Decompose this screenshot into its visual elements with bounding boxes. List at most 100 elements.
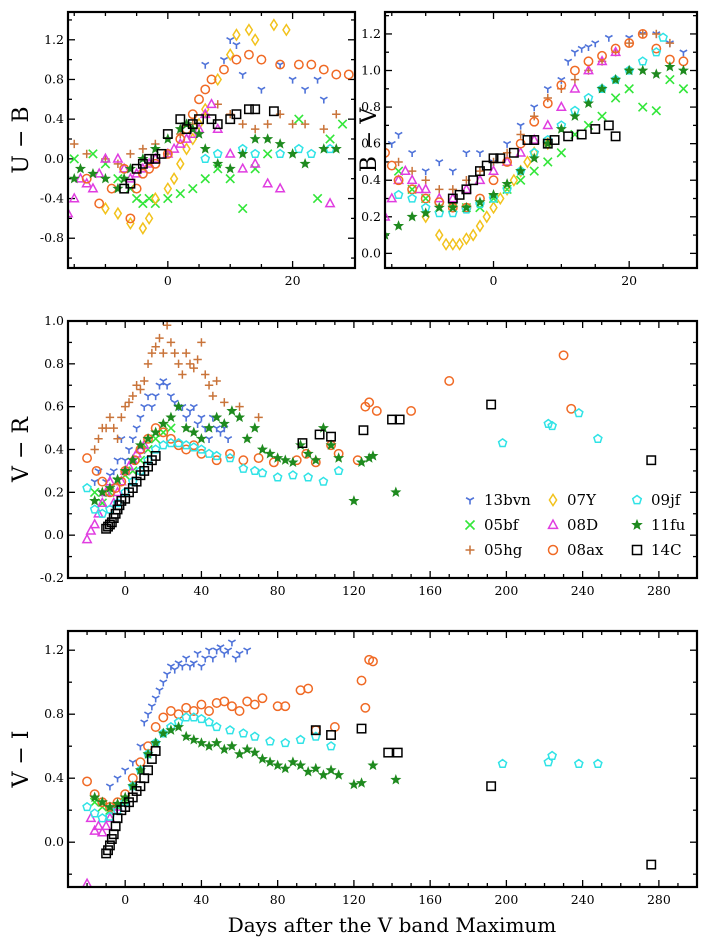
x-tick-label: 240 [571, 892, 595, 907]
point-14C [486, 399, 497, 410]
point-08ax [196, 699, 207, 710]
point-08D [460, 183, 472, 194]
point-08ax [238, 455, 249, 466]
point-05hg [113, 434, 122, 443]
point-08ax [188, 706, 199, 716]
point-11fu [623, 64, 635, 76]
point-13bvn [226, 36, 235, 44]
point-05hg [197, 338, 206, 347]
point-08ax [364, 397, 375, 408]
point-05hg [213, 100, 222, 109]
point-08ax [158, 427, 169, 438]
point-09jf [434, 208, 445, 218]
ub-y-axis-label: U − B [9, 106, 34, 173]
point-13bvn [570, 49, 579, 57]
point-08D [569, 82, 581, 93]
point-11fu [256, 443, 268, 455]
legend-label-05bf: 05bf [484, 516, 520, 534]
point-13bvn [189, 403, 198, 411]
point-13bvn [90, 478, 99, 486]
y-tick-label: 1.2 [44, 32, 64, 47]
point-05bf [131, 193, 142, 204]
point-09jf [502, 184, 512, 194]
point-05hg [250, 124, 260, 134]
point-08ax [200, 84, 211, 95]
point-08ax [272, 701, 283, 712]
point-14C [150, 450, 161, 461]
point-07Y [126, 216, 135, 230]
point-05bf [138, 198, 148, 209]
point-08ax [94, 198, 105, 209]
point-08ax [306, 59, 317, 70]
point-11fu [528, 152, 540, 163]
ub-panel: 0 20 -0.8 -0.4 0.0 0.4 0.8 1.2 U − B [9, 10, 357, 288]
point-11fu [157, 727, 169, 739]
point-14C [137, 158, 148, 169]
point-11fu [325, 764, 337, 775]
point-05bf [294, 114, 304, 124]
point-08ax [150, 158, 161, 169]
point-13bvn [124, 446, 134, 454]
point-08D [596, 55, 608, 66]
point-11fu [287, 456, 299, 468]
x-tick-label: 40 [193, 583, 209, 598]
point-09jf [272, 472, 283, 482]
point-05hg [226, 110, 235, 119]
point-05hg [113, 159, 123, 169]
y-tick-label: 0.4 [44, 442, 64, 457]
point-13bvn [193, 650, 202, 658]
point-09jf [204, 448, 214, 458]
point-09jf [295, 734, 306, 744]
point-05bf [225, 173, 235, 184]
vr-plot-frame [66, 319, 699, 580]
point-11fu [447, 201, 459, 213]
point-09jf [97, 508, 108, 518]
point-14C [522, 135, 533, 145]
point-13bvn [189, 660, 198, 668]
point-05hg [435, 185, 444, 194]
point-11fu [474, 196, 486, 207]
point-13bvn [121, 767, 130, 775]
legend-label-11fu: 11fu [651, 516, 686, 534]
x-tick-label: 80 [270, 892, 286, 907]
point-09jf [658, 32, 668, 42]
point-11fu [112, 182, 124, 194]
point-11fu [406, 210, 418, 222]
point-11fu [356, 456, 368, 468]
point-11fu [68, 172, 80, 184]
point-09jf [318, 476, 329, 486]
point-08D [393, 174, 405, 185]
point-13bvn [219, 56, 229, 64]
point-11fu [318, 143, 330, 154]
point-07Y [244, 23, 254, 37]
point-14C [646, 455, 657, 466]
point-09jf [573, 407, 584, 418]
point-14C [495, 153, 506, 164]
point-08D [96, 826, 108, 837]
point-08ax [529, 116, 540, 127]
point-08ax [82, 776, 93, 787]
point-05hg [288, 119, 297, 129]
point-05hg [530, 112, 539, 121]
point-11fu [664, 61, 676, 72]
point-14C [175, 114, 186, 125]
point-13bvn [163, 382, 172, 390]
point-13bvn [163, 671, 172, 679]
point-13bvn [136, 743, 145, 751]
point-08ax [488, 175, 499, 186]
point-14C [488, 153, 499, 164]
point-05hg [624, 38, 634, 48]
point-14C [356, 723, 367, 734]
point-05bf [678, 84, 689, 94]
y-tick-label: 1.2 [44, 642, 64, 657]
point-09jf [211, 721, 222, 732]
point-07Y [282, 23, 291, 37]
point-11fu [264, 756, 276, 767]
point-07Y [144, 211, 154, 226]
point-05hg [155, 333, 164, 343]
point-08ax [194, 94, 204, 105]
point-05bf [212, 164, 223, 174]
point-08D [324, 197, 336, 208]
point-08ax [231, 54, 242, 65]
point-08ax [243, 49, 254, 60]
